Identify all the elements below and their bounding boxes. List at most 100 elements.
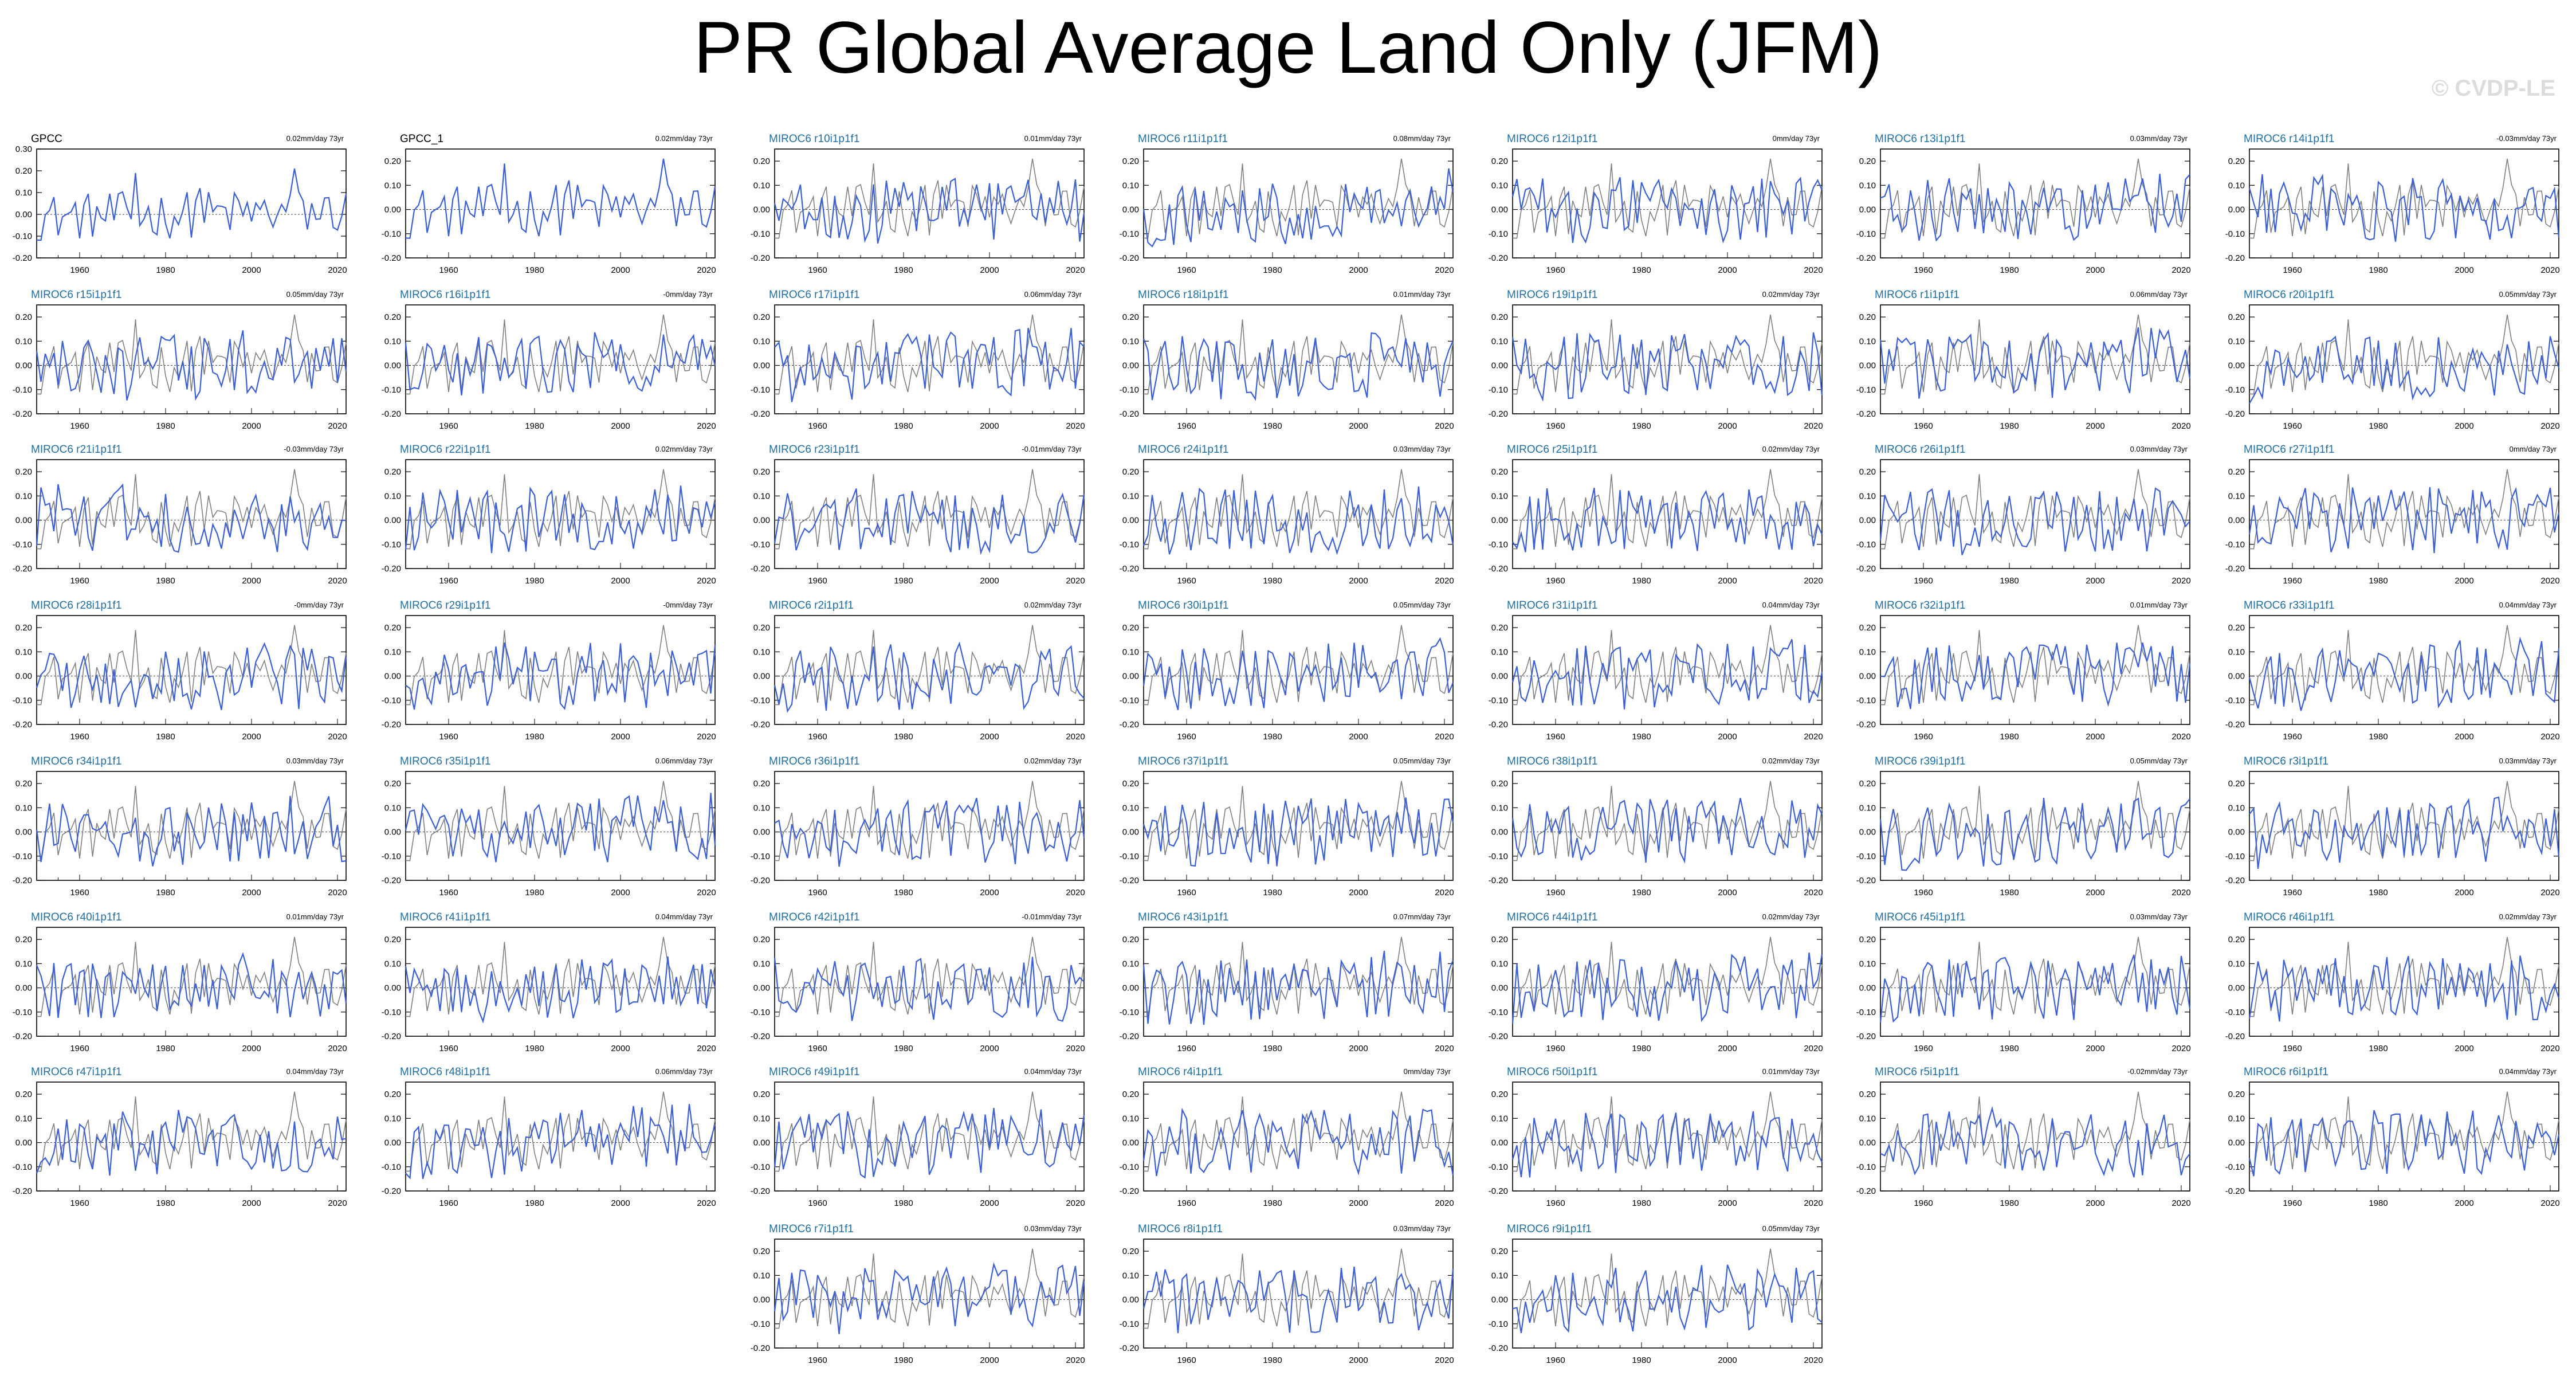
y-tick-label: -0.20 bbox=[751, 253, 770, 263]
x-tick-label: 2000 bbox=[1349, 732, 1368, 742]
y-tick-label: 0.20 bbox=[1122, 156, 1139, 166]
y-tick-label: -0.20 bbox=[382, 1032, 401, 1041]
series-model bbox=[36, 483, 347, 553]
panel-title: MIROC6 r26i1p1f1 bbox=[1875, 444, 1965, 456]
y-tick-label: 0.00 bbox=[753, 516, 770, 526]
panel-title: MIROC6 r18i1p1f1 bbox=[1138, 289, 1228, 301]
x-tick-label: 2020 bbox=[1804, 576, 1823, 586]
y-tick-label: 0.20 bbox=[384, 779, 401, 789]
series-model bbox=[1511, 798, 1823, 864]
y-tick-label: -0.20 bbox=[1120, 1186, 1139, 1196]
panel-title: MIROC6 r14i1p1f1 bbox=[2244, 133, 2334, 145]
panel-13: MIROC6 r1i1p1f1 0.06mm/day 73yr 0.20 0.10 0.… bbox=[1856, 289, 2191, 431]
series-model bbox=[36, 1110, 347, 1176]
panel-title: GPCC bbox=[31, 133, 62, 145]
x-tick-label: 1980 bbox=[1632, 888, 1651, 898]
y-tick-label: 0.20 bbox=[1859, 312, 1876, 322]
y-tick-label: -0.10 bbox=[1120, 540, 1139, 550]
y-tick-label: 0.20 bbox=[1122, 935, 1139, 945]
panel-43: MIROC6 r47i1p1f1 0.04mm/day 73yr 0.20 0.10 0… bbox=[13, 1066, 347, 1208]
panel-title: MIROC6 r33i1p1f1 bbox=[2244, 599, 2334, 612]
y-tick-label: 0.00 bbox=[15, 983, 32, 993]
y-tick-label: -0.10 bbox=[1856, 540, 1876, 550]
y-tick-label: -0.10 bbox=[1489, 852, 1508, 861]
x-tick-label: 1960 bbox=[439, 265, 458, 275]
y-tick-label: 0.20 bbox=[15, 312, 32, 322]
x-tick-label: 2000 bbox=[242, 732, 261, 742]
x-tick-label: 1980 bbox=[1263, 1355, 1282, 1365]
series-model bbox=[773, 641, 1085, 714]
y-tick-label: -0.10 bbox=[382, 696, 401, 706]
panel-trend: 0.03mm/day 73yr bbox=[1393, 445, 1451, 453]
panel-title: MIROC6 r13i1p1f1 bbox=[1875, 133, 1965, 145]
x-tick-label: 2020 bbox=[1804, 1044, 1823, 1053]
x-tick-label: 1960 bbox=[1177, 421, 1196, 431]
y-tick-label: -0.10 bbox=[751, 540, 770, 550]
panel-title: MIROC6 r31i1p1f1 bbox=[1507, 599, 1597, 612]
x-tick-label: 1980 bbox=[2369, 1044, 2387, 1053]
series-model bbox=[1142, 168, 1454, 248]
plot-frame bbox=[1143, 927, 1454, 1037]
x-tick-label: 2000 bbox=[2455, 888, 2473, 898]
y-tick-label: 0.20 bbox=[384, 623, 401, 633]
x-tick-label: 2000 bbox=[980, 1198, 999, 1208]
x-tick-label: 1980 bbox=[1263, 1044, 1282, 1053]
panel-trend: 0.02mm/day 73yr bbox=[286, 134, 344, 143]
plot-frame bbox=[1143, 148, 1454, 258]
y-tick-label: 0.10 bbox=[384, 336, 401, 346]
x-tick-label: 2000 bbox=[242, 1198, 261, 1208]
plot-frame bbox=[36, 459, 347, 569]
series-model bbox=[36, 330, 347, 401]
y-tick-label: -0.10 bbox=[1120, 1319, 1139, 1329]
series-model bbox=[36, 796, 347, 867]
x-tick-label: 2000 bbox=[2455, 1044, 2473, 1053]
series-obs bbox=[1880, 936, 2190, 1017]
y-tick-label: -0.20 bbox=[1489, 409, 1508, 419]
y-tick-label: 0.20 bbox=[753, 623, 770, 633]
panel-42: MIROC6 r46i1p1f1 0.02mm/day 73yr 0.20 0.10 0… bbox=[2225, 911, 2560, 1053]
panel-25: MIROC6 r30i1p1f1 0.05mm/day 73yr 0.20 0.10 0… bbox=[1120, 599, 1454, 742]
x-tick-label: 1980 bbox=[1263, 732, 1282, 742]
x-tick-label: 1980 bbox=[2000, 576, 2019, 586]
y-tick-label: 0.00 bbox=[1491, 828, 1508, 837]
plot-frame bbox=[405, 615, 716, 725]
y-tick-label: 0.10 bbox=[1491, 1271, 1508, 1280]
series-model bbox=[773, 957, 1085, 1022]
y-tick-label: -0.20 bbox=[1489, 253, 1508, 263]
x-tick-label: 2020 bbox=[697, 1044, 716, 1053]
y-tick-label: -0.10 bbox=[1489, 385, 1508, 395]
plot-frame bbox=[405, 927, 716, 1037]
y-tick-label: 0.00 bbox=[1859, 828, 1876, 837]
y-tick-label: 0.00 bbox=[1859, 516, 1876, 526]
panel-45: MIROC6 r49i1p1f1 0.04mm/day 73yr 0.20 0.10 0… bbox=[751, 1066, 1085, 1208]
x-tick-label: 1980 bbox=[894, 888, 913, 898]
y-tick-label: -0.20 bbox=[2225, 1186, 2245, 1196]
y-tick-label: -0.10 bbox=[1120, 229, 1139, 239]
y-tick-label: 0.20 bbox=[1122, 779, 1139, 789]
x-tick-label: 1980 bbox=[1632, 732, 1651, 742]
x-tick-label: 2020 bbox=[697, 265, 716, 275]
series-obs bbox=[774, 1248, 1085, 1329]
x-tick-label: 1960 bbox=[2283, 421, 2302, 431]
panel-title: MIROC6 r3i1p1f1 bbox=[2244, 755, 2328, 767]
panel-trend: 0.02mm/day 73yr bbox=[1024, 757, 1082, 765]
x-tick-label: 2020 bbox=[2171, 732, 2190, 742]
y-tick-label: 0.00 bbox=[1122, 361, 1139, 371]
y-tick-label: 0.10 bbox=[753, 1271, 770, 1280]
y-tick-label: 0.20 bbox=[2228, 779, 2245, 789]
y-tick-label: 0.00 bbox=[1491, 516, 1508, 526]
y-tick-label: 0.10 bbox=[1491, 491, 1508, 501]
x-tick-label: 2000 bbox=[2086, 421, 2104, 431]
panel-trend: -0.03mm/day 73yr bbox=[2496, 134, 2557, 143]
panel-5: MIROC6 r12i1p1f1 0mm/day 73yr 0.20 0.10 0.00… bbox=[1489, 133, 1823, 275]
panel-3: MIROC6 r10i1p1f1 0.01mm/day 73yr 0.20 0.10 0… bbox=[751, 133, 1085, 275]
panel-14: MIROC6 r20i1p1f1 0.05mm/day 73yr 0.20 0.10 0… bbox=[2225, 289, 2560, 431]
series-obs bbox=[2249, 314, 2559, 395]
panel-48: MIROC6 r5i1p1f1 -0.02mm/day 73yr 0.20 0.10 0… bbox=[1856, 1066, 2191, 1208]
series-model bbox=[1142, 1266, 1454, 1333]
y-tick-label: -0.20 bbox=[1120, 1032, 1139, 1041]
plot-frame bbox=[1512, 615, 1823, 725]
panel-trend: 0mm/day 73yr bbox=[2510, 445, 2557, 453]
panel-trend: 0.02mm/day 73yr bbox=[1762, 290, 1820, 299]
